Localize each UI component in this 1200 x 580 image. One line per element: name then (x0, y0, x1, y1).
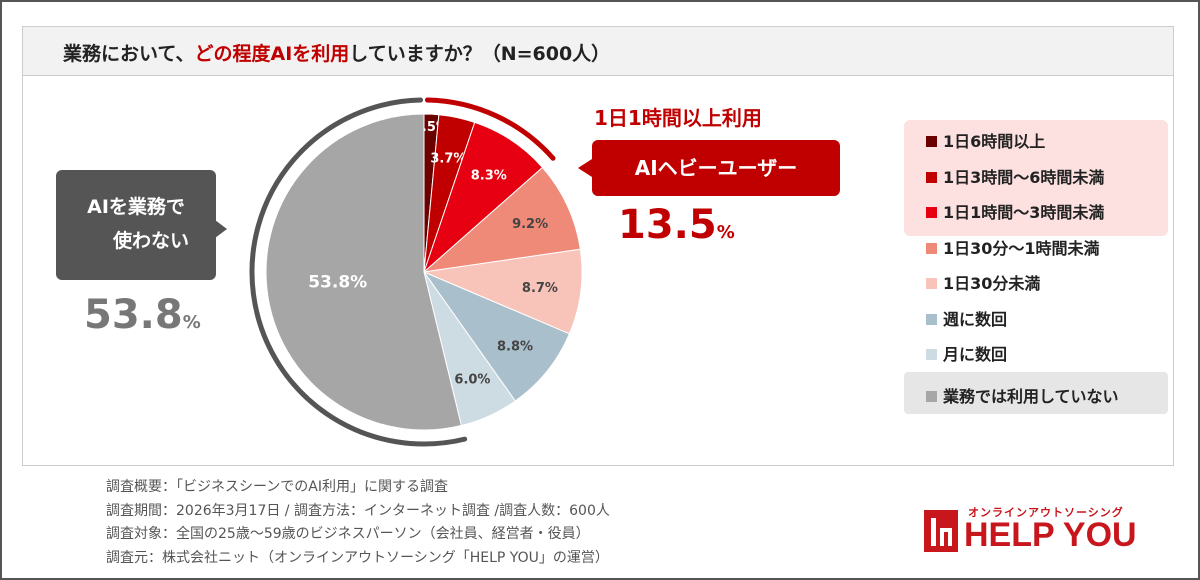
title-bar: 業務において、どの程度AIを利用していますか？（N=600人） (23, 27, 1173, 76)
legend-label: 週に数回 (943, 309, 1008, 329)
legend-highlight-box (904, 120, 1168, 236)
nonuser-arc (249, 97, 468, 447)
chart-title: 業務において、どの程度AIを利用していますか？（N=600人） (63, 43, 611, 65)
legend-swatch (926, 278, 937, 289)
chart-panel: 業務において、どの程度AIを利用していますか？（N=600人） (22, 26, 1174, 466)
nonuser-callout-line1: AIを業務で (87, 196, 185, 218)
survey-notes: 調査概要：「ビジネスシーンでのAI利用」に関する調査 調査期間：2026年3月1… (106, 476, 610, 570)
legend-swatch (926, 242, 937, 254)
logo-name: HELP YOU (964, 516, 1137, 554)
pie-slice (422, 166, 581, 273)
note-line: 調査期間：2026年3月17日 / 調査方法：インターネット調査 /調査人数：6… (106, 502, 610, 519)
slice-label: 9.2% (512, 217, 548, 232)
legend-label: 1日3時間〜6時間未満 (943, 167, 1105, 187)
legend-item: 1日3時間〜6時間未満 (926, 168, 1104, 188)
legend-item: 月に数回 (926, 345, 1007, 365)
slice-label: 6.0% (454, 372, 490, 387)
heavy-callout: AIヘビーユーザー (592, 140, 840, 196)
legend-swatch (926, 136, 937, 147)
legend-item: 1日6時間以上 (926, 132, 1045, 152)
callout-pointer (578, 159, 592, 177)
pie-slice (422, 270, 571, 402)
legend-label: 月に数回 (943, 345, 1008, 364)
note-line: 調査元：株式会社ニット（オンラインアウトソーシング「HELP YOU」の運営） (106, 549, 609, 566)
pie-slice (422, 248, 583, 335)
legend-swatch (926, 313, 937, 325)
note-line: 調査概要：「ビジネスシーンでのAI利用」に関する調査 (106, 479, 449, 495)
legend-item: 業務では利用していない (926, 387, 1119, 407)
legend-gray-box (904, 372, 1168, 414)
slice-label: 3.7% (430, 152, 466, 167)
nonuser-callout: AIを業務で 使わない (56, 170, 216, 280)
legend-label: 1日1時間〜3時間未満 (943, 203, 1105, 222)
logo-mark-icon (924, 510, 958, 552)
heavy-heading: 1日1時間以上利用 (594, 106, 762, 130)
slice-label: 8.8% (497, 339, 533, 354)
logo-tagline: オンラインアウトソーシング (968, 506, 1124, 519)
nonuser-callout-line2: 使わない (112, 230, 189, 252)
note-line: 調査対象：全国の25歳〜59歳のビジネスパーソン（会社員、経営者・役員） (106, 526, 590, 542)
legend-item: 1日1時間〜3時間未満 (926, 203, 1104, 223)
heavy-user-arc (424, 97, 556, 161)
slice-label: 53.8% (308, 272, 367, 292)
legend-swatch (926, 207, 937, 218)
pie-slice (265, 113, 462, 431)
legend-label: 1日6時間以上 (943, 132, 1046, 151)
slice-label: 8.7% (522, 281, 558, 296)
legend-label: 1日30分〜1時間未満 (943, 238, 1100, 258)
legend-swatch (926, 349, 937, 360)
slice-label: 8.3% (471, 169, 507, 184)
legend-item: 週に数回 (926, 310, 1007, 330)
heavy-value: 13.5% (618, 202, 735, 248)
legend-item: 1日30分〜1時間未満 (926, 239, 1100, 259)
nonuser-value: 53.8% (84, 292, 201, 338)
callout-pointer (215, 220, 227, 238)
legend-item: 1日30分未満 (926, 274, 1040, 294)
legend-label: 1日30分未満 (943, 274, 1041, 293)
legend-swatch (926, 171, 937, 183)
legend-swatch (926, 390, 937, 402)
legend-label: 業務では利用していない (943, 386, 1119, 406)
